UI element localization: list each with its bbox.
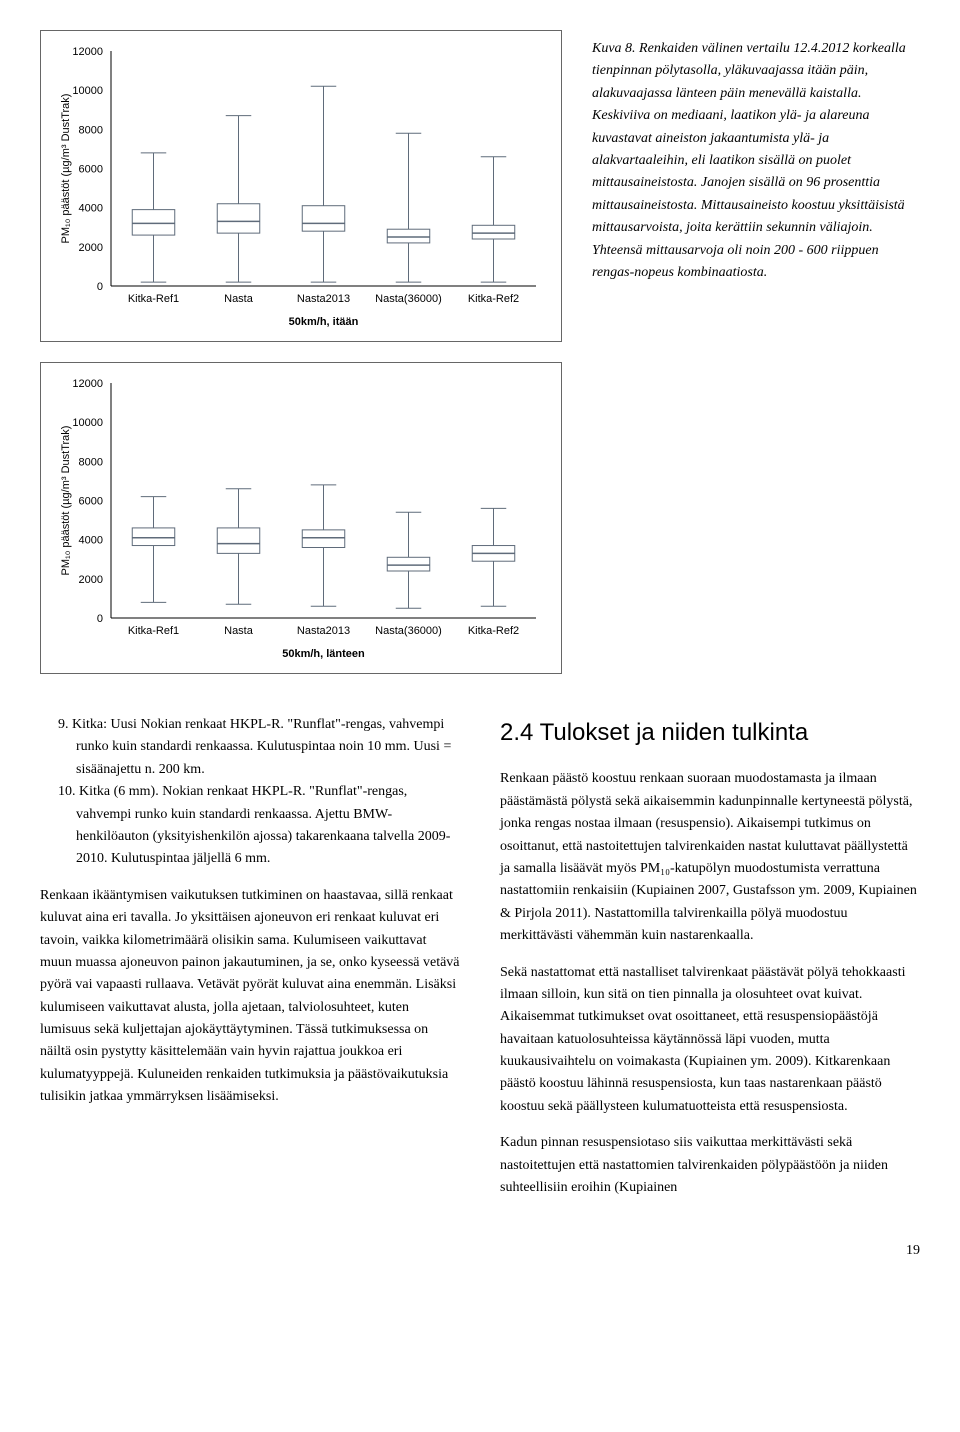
svg-text:10000: 10000 [72, 85, 103, 97]
svg-text:8000: 8000 [79, 456, 103, 468]
svg-text:PM₁₀ päästöt (µg/m³ DustTrak): PM₁₀ päästöt (µg/m³ DustTrak) [60, 94, 72, 244]
right-column: 2.4 Tulokset ja niiden tulkinta Renkaan … [500, 714, 920, 1213]
svg-text:0: 0 [97, 281, 103, 293]
svg-text:Nasta2013: Nasta2013 [297, 293, 350, 305]
caption-title: Kuva 8. Renkaiden välinen vertailu 12.4.… [592, 41, 906, 101]
figure-caption: Kuva 8. Renkaiden välinen vertailu 12.4.… [592, 30, 920, 694]
sample-list: 9. Kitka: Uusi Nokian renkaat HKPL-R. "R… [40, 714, 460, 871]
svg-text:Nasta(36000): Nasta(36000) [375, 625, 442, 637]
left-column: 9. Kitka: Uusi Nokian renkaat HKPL-R. "R… [40, 714, 460, 1213]
svg-text:Nasta(36000): Nasta(36000) [375, 293, 442, 305]
svg-text:Kitka-Ref2: Kitka-Ref2 [468, 625, 519, 637]
boxplot-chart-east: 0 2000 4000 6000 8000 10000 12000 PM₁₀ päästöt … [40, 30, 562, 342]
svg-text:Nasta2013: Nasta2013 [297, 625, 350, 637]
right-paragraph-2: Sekä nastattomat että nastalliset talvir… [500, 962, 920, 1119]
svg-text:4000: 4000 [79, 203, 103, 215]
svg-text:12000: 12000 [72, 378, 103, 390]
charts-column: 0 2000 4000 6000 8000 10000 12000 PM₁₀ päästöt … [40, 30, 562, 694]
svg-text:2000: 2000 [79, 574, 103, 586]
top-section: 0 2000 4000 6000 8000 10000 12000 PM₁₀ päästöt … [40, 30, 920, 694]
svg-text:Kitka-Ref2: Kitka-Ref2 [468, 293, 519, 305]
caption-body: Keskiviiva on mediaani, laatikon ylä- ja… [592, 108, 905, 280]
svg-text:8000: 8000 [79, 124, 103, 136]
left-paragraph: Renkaan ikääntymisen vaikutuksen tutkimi… [40, 885, 460, 1109]
svg-text:PM₁₀ päästöt (µg/m³ DustTrak): PM₁₀ päästöt (µg/m³ DustTrak) [60, 426, 72, 576]
svg-text:12000: 12000 [72, 46, 103, 58]
right-paragraph-1: Renkaan päästö koostuu renkaan suoraan m… [500, 768, 920, 947]
body-columns: 9. Kitka: Uusi Nokian renkaat HKPL-R. "R… [40, 714, 920, 1213]
svg-text:0: 0 [97, 613, 103, 625]
right-paragraph-3: Kadun pinnan resuspensiotaso siis vaikut… [500, 1132, 920, 1199]
svg-text:10000: 10000 [72, 417, 103, 429]
list-item: 9. Kitka: Uusi Nokian renkaat HKPL-R. "R… [58, 714, 460, 781]
svg-text:6000: 6000 [79, 496, 103, 508]
section-heading: 2.4 Tulokset ja niiden tulkinta [500, 714, 920, 752]
svg-text:Nasta: Nasta [224, 293, 254, 305]
svg-text:50km/h, länteen: 50km/h, länteen [282, 648, 365, 660]
svg-text:2000: 2000 [79, 242, 103, 254]
boxplot-chart-west: 0 2000 4000 6000 8000 10000 12000 PM₁₀ päästöt … [40, 362, 562, 674]
svg-text:Kitka-Ref1: Kitka-Ref1 [128, 293, 179, 305]
svg-text:Kitka-Ref1: Kitka-Ref1 [128, 625, 179, 637]
svg-text:6000: 6000 [79, 164, 103, 176]
svg-text:Nasta: Nasta [224, 625, 254, 637]
svg-text:4000: 4000 [79, 535, 103, 547]
svg-text:50km/h, itään: 50km/h, itään [289, 316, 359, 328]
list-item: 10. Kitka (6 mm). Nokian renkaat HKPL-R.… [58, 781, 460, 871]
page-number: 19 [40, 1243, 920, 1259]
